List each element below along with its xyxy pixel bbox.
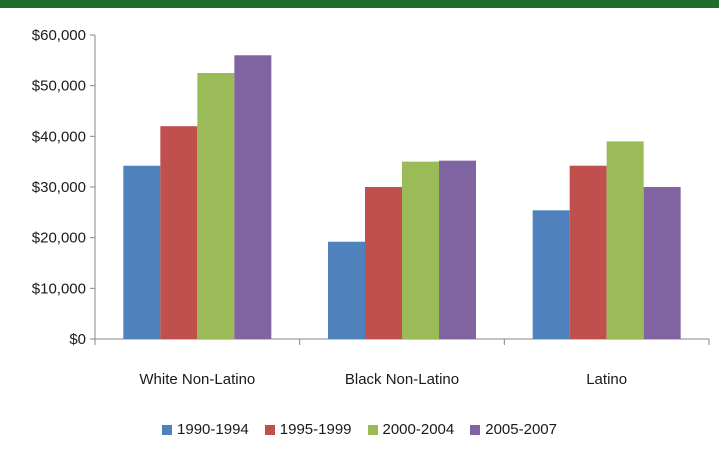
- bar-1990-1994-black-non-latino: [328, 241, 365, 339]
- bar-1990-1994-latino: [532, 210, 570, 339]
- legend-item: 1995-1999: [264, 421, 352, 438]
- legend-swatch: [264, 424, 275, 435]
- legend-label: 1990-1994: [177, 421, 249, 438]
- y-tick-label: $60,000: [32, 27, 86, 44]
- legend-item: 2005-2007: [470, 421, 557, 438]
- y-tick-label: $20,000: [32, 230, 86, 247]
- y-tick-label: $40,000: [32, 128, 86, 145]
- bar-2000-2004-black-non-latino: [402, 161, 439, 339]
- bar-1990-1994-white-non-latino: [123, 165, 161, 339]
- bar-2000-2004-white-non-latino: [197, 73, 235, 339]
- bar-2000-2004-latino: [606, 141, 644, 339]
- legend-item: 2000-2004: [367, 421, 455, 438]
- header-bar: [0, 0, 719, 8]
- legend-label: 1995-1999: [279, 421, 352, 438]
- x-category-label: Black Non-Latino: [345, 371, 459, 388]
- legend-swatch: [162, 424, 173, 435]
- legend-label: 2005-2007: [485, 421, 557, 438]
- legend-swatch: [367, 424, 378, 435]
- legend-swatch: [470, 424, 481, 435]
- bar-2005-2007-latino: [643, 187, 681, 339]
- y-tick-label: $10,000: [32, 280, 86, 297]
- y-tick-label: $0: [69, 331, 86, 348]
- y-tick-label: $50,000: [32, 78, 86, 95]
- bar-1995-1999-latino: [569, 165, 607, 339]
- bar-2005-2007-black-non-latino: [439, 160, 476, 339]
- legend-label: 2000-2004: [382, 421, 455, 438]
- chart-legend: 1990-1994 1995-1999 2000-2004 2005-2007: [0, 421, 719, 438]
- bar-1995-1999-black-non-latino: [365, 187, 402, 339]
- x-category-label: Latino: [586, 371, 627, 388]
- y-tick-label: $30,000: [32, 179, 86, 196]
- bar-2005-2007-white-non-latino: [234, 55, 272, 340]
- bar-1995-1999-white-non-latino: [160, 126, 198, 339]
- x-category-label: White Non-Latino: [139, 371, 255, 388]
- legend-item: 1990-1994: [162, 421, 249, 438]
